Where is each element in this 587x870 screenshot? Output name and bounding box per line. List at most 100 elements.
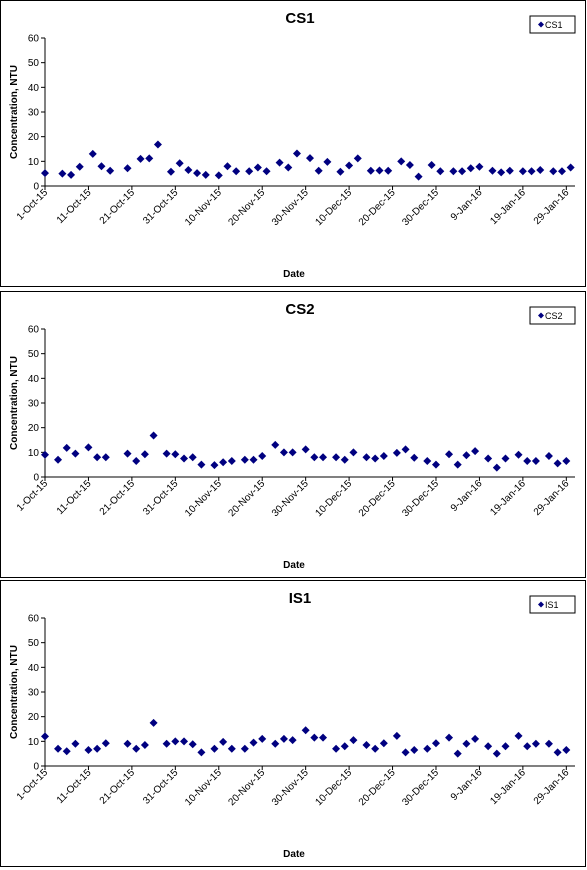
data-point [340, 742, 349, 751]
data-point [484, 742, 493, 751]
data-point [527, 167, 536, 176]
data-point [401, 748, 410, 757]
y-tick-label: 60 [28, 325, 40, 336]
data-point [284, 163, 293, 172]
data-point [41, 169, 49, 178]
y-tick-label: 60 [28, 614, 40, 625]
data-point [71, 449, 80, 458]
data-point [41, 732, 49, 741]
x-axis-title: Date [283, 269, 305, 280]
data-point [279, 734, 288, 743]
x-tick-label: 10-Nov-15 [183, 478, 224, 519]
x-tick-label: 21-Oct-15 [98, 187, 138, 227]
data-point [166, 167, 175, 176]
data-point [75, 162, 84, 171]
data-point [306, 154, 314, 163]
y-tick-label: 50 [28, 349, 40, 360]
data-point [288, 448, 297, 457]
chart-title: CS2 [285, 301, 314, 318]
data-point [184, 165, 193, 174]
y-tick-label: 40 [28, 83, 40, 94]
x-tick-label: 19-Jan-16 [488, 767, 528, 807]
x-tick-label: 10-Dec-15 [313, 767, 354, 808]
chart-panel-cs2: CS2 CS2 0 10 20 30 40 50 60 1-Oct-15 11-Oct-15 21-O… [0, 291, 586, 578]
legend-box [529, 15, 576, 34]
data-point [71, 739, 80, 748]
data-point [232, 167, 241, 176]
data-point [518, 167, 527, 176]
data-point [462, 739, 471, 748]
y-tick-label: 30 [28, 108, 40, 119]
y-tick-label: 10 [28, 157, 40, 168]
data-point [314, 166, 323, 175]
y-tick-label: 0 [33, 473, 39, 484]
y-tick-label: 30 [28, 688, 40, 699]
legend-label: CS1 [545, 20, 563, 30]
x-tick-label: 21-Oct-15 [98, 767, 138, 807]
data-point [349, 736, 358, 745]
data-point [319, 453, 328, 462]
data-point [379, 452, 388, 461]
legend-box [529, 306, 576, 325]
data-point [301, 445, 310, 454]
data-point [436, 167, 445, 176]
y-tick-label: 0 [33, 182, 39, 193]
data-point [123, 449, 132, 458]
data-point [288, 736, 297, 745]
data-point [271, 440, 280, 449]
x-tick-label: 20-Nov-15 [227, 478, 268, 519]
data-point [340, 455, 349, 464]
data-point [262, 167, 271, 176]
data-point [171, 737, 180, 746]
y-tick-label: 40 [28, 663, 40, 674]
data-point [149, 718, 158, 727]
data-point [84, 443, 93, 452]
data-point [553, 748, 562, 757]
data-point [175, 159, 184, 168]
data-point [197, 748, 206, 757]
data-point [227, 456, 236, 465]
data-point [445, 733, 454, 742]
x-tick-label: 30-Nov-15 [270, 187, 311, 228]
x-tick-label: 10-Dec-15 [313, 187, 354, 228]
data-point [188, 740, 197, 749]
x-tick-label: 20-Dec-15 [357, 767, 398, 808]
data-point [505, 166, 514, 175]
data-point [349, 448, 358, 457]
y-axis-title: Concentration, NTU [9, 356, 20, 450]
data-point [223, 162, 232, 171]
data-point [106, 166, 115, 175]
data-point [531, 456, 540, 465]
data-point [523, 456, 532, 465]
chart-panel-cs1: CS1 CS1 0 10 20 30 40 50 60 1-Oct-15 11-Oct-15 21-O… [0, 0, 586, 287]
data-point [62, 747, 71, 756]
y-axis-title: Concentration, NTU [9, 645, 20, 739]
data-point [279, 448, 288, 457]
data-point [514, 731, 523, 740]
x-tick-label: 21-Oct-15 [98, 478, 138, 518]
y-tick-label: 50 [28, 58, 40, 69]
data-point [193, 169, 202, 178]
data-point [88, 149, 97, 158]
x-tick-label: 30-Dec-15 [400, 478, 441, 519]
data-point [140, 450, 149, 459]
legend: CS2 [529, 306, 576, 325]
data-point [275, 158, 284, 167]
chart-title: CS1 [285, 10, 314, 27]
data-point [475, 162, 484, 171]
data-point [101, 453, 110, 462]
data-point [132, 456, 141, 465]
data-point [93, 744, 102, 753]
y-tick-label: 10 [28, 448, 40, 459]
legend-label: IS1 [545, 600, 559, 610]
data-point [523, 742, 532, 751]
x-tick-label: 30-Dec-15 [400, 187, 441, 228]
legend: IS1 [529, 595, 576, 614]
x-tick-label: 9-Jan-16 [449, 767, 485, 803]
data-point [140, 741, 149, 750]
x-tick-label: 11-Oct-15 [55, 478, 94, 517]
data-point [253, 163, 262, 172]
x-axis-title: Date [283, 560, 305, 571]
